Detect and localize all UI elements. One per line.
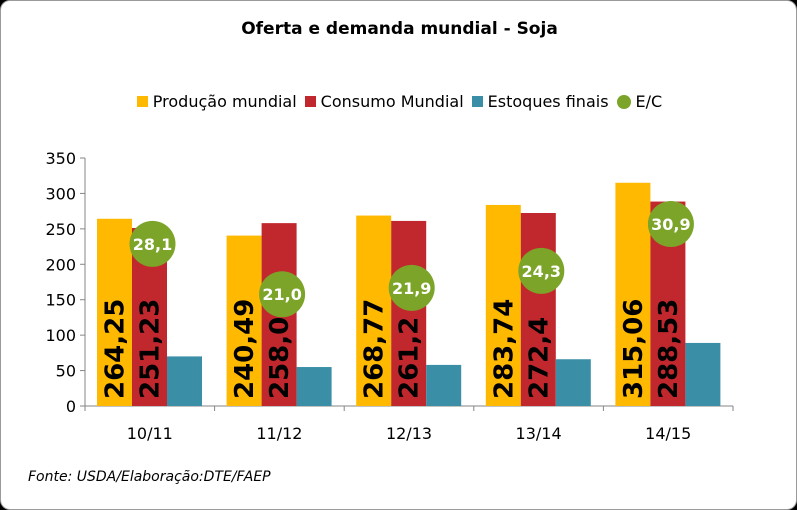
x-tick-label: 14/15 [645,424,691,443]
y-tick-label: 250 [45,220,76,239]
bar-consumo [520,212,556,406]
y-tick-label: 150 [45,291,76,310]
bar-estoques [167,356,202,406]
legend-swatch-estoques [471,96,483,107]
y-tick-label: 50 [56,362,76,381]
ec-marker [388,264,435,311]
bar-producao [615,182,651,406]
data-label-producao: 283,74 [489,299,519,399]
bar-producao [485,204,521,406]
bar-estoques [685,342,721,406]
chart-legend: Produção mundial Consumo Mundial Estoque… [1,92,796,111]
y-tick-label: 350 [45,149,76,168]
bar-estoques [555,359,591,406]
ec-marker [647,201,694,248]
bar-estoques [296,367,332,406]
bar-estoques [426,364,462,406]
legend-swatch-consumo [304,96,316,107]
data-label-consumo: 251,23 [136,299,166,399]
bar-consumo [391,220,427,406]
chart-title: Oferta e demanda mundial - Soja [241,19,558,39]
data-label-consumo: 288,53 [654,299,684,399]
ec-marker [518,247,565,294]
x-tick-label: 10/11 [127,424,173,443]
ec-label: 21,9 [392,279,431,298]
ec-label: 21,0 [262,285,301,304]
ec-label: 28,1 [133,235,172,254]
data-label-producao: 264,25 [101,299,131,399]
x-tick-label: 11/12 [256,424,302,443]
x-tick-label: 12/13 [386,424,432,443]
legend-label-consumo: Consumo Mundial [320,92,464,111]
source-note: Fonte: USDA/Elaboração:DTE/FAEP [28,469,271,485]
ec-marker [129,220,176,267]
y-tick-label: 100 [45,326,76,345]
legend-label-estoques: Estoques finais [487,92,609,111]
data-label-producao: 240,49 [230,299,260,399]
y-tick-label: 0 [66,397,76,416]
legend-item-producao: Produção mundial [136,92,297,111]
data-label-consumo: 272,4 [524,317,554,399]
legend-item-ec: E/C [616,92,663,111]
bar-producao [356,215,392,406]
y-tick-label: 200 [45,255,76,274]
y-tick-label: 300 [45,184,76,203]
bar-producao [226,235,262,406]
legend-label-ec: E/C [635,92,663,111]
x-tick-label: 13/14 [516,424,562,443]
ec-label: 30,9 [651,215,690,234]
ec-label: 24,3 [522,262,561,281]
legend-swatch-producao [136,96,148,107]
legend-swatch-ec [616,94,631,109]
data-label-producao: 315,06 [619,299,649,399]
legend-item-estoques: Estoques finais [471,92,609,111]
legend-label-producao: Produção mundial [152,92,297,111]
bar-producao [97,218,132,406]
data-label-producao: 268,77 [360,299,390,399]
legend-item-consumo: Consumo Mundial [304,92,464,111]
data-label-consumo: 261,2 [395,317,425,399]
ec-marker [259,271,306,318]
